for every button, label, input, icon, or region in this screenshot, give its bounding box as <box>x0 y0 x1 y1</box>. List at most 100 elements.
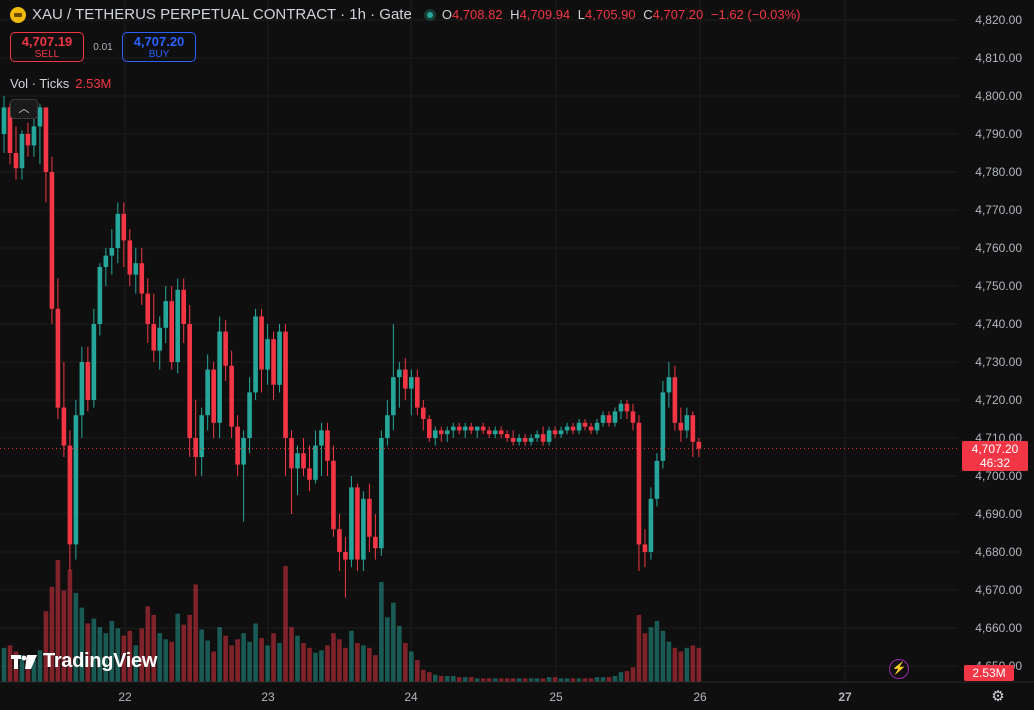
symbol-title[interactable]: XAU / TETHERUS PERPETUAL CONTRACT · 1h ·… <box>32 6 412 23</box>
candle-body[interactable] <box>546 430 552 442</box>
candle-body[interactable] <box>510 438 516 442</box>
candle-body[interactable] <box>187 324 192 438</box>
candle-body[interactable] <box>379 438 384 549</box>
candle-body[interactable] <box>1 107 7 134</box>
candle-body[interactable] <box>265 339 270 370</box>
sell-button[interactable]: 4,707.19 SELL <box>10 32 84 62</box>
candle-body[interactable] <box>558 430 564 435</box>
candle-body[interactable] <box>151 324 157 351</box>
candle-body[interactable] <box>253 316 258 393</box>
candle-body[interactable] <box>540 434 546 442</box>
candle-body[interactable] <box>450 426 456 431</box>
candle-body[interactable] <box>373 536 378 549</box>
candle-body[interactable] <box>612 411 618 423</box>
candle-body[interactable] <box>109 248 115 256</box>
candle-body[interactable] <box>678 422 684 431</box>
candle-body[interactable] <box>115 213 121 248</box>
candle-body[interactable] <box>552 430 558 435</box>
candle-body[interactable] <box>564 426 570 431</box>
candle-body[interactable] <box>385 415 390 438</box>
candle-body[interactable] <box>486 430 492 435</box>
candle-body[interactable] <box>409 377 414 389</box>
candle-body[interactable] <box>259 316 264 370</box>
candle-body[interactable] <box>283 331 288 438</box>
candle-body[interactable] <box>103 255 109 267</box>
candle-body[interactable] <box>498 430 504 435</box>
candle-body[interactable] <box>648 498 654 552</box>
candle-body[interactable] <box>480 426 486 431</box>
candle-body[interactable] <box>415 377 420 408</box>
candle-body[interactable] <box>444 430 450 435</box>
collapse-legend-button[interactable]: ︿ <box>10 99 38 119</box>
candle-body[interactable] <box>271 339 276 385</box>
candle-body[interactable] <box>235 426 240 465</box>
candle-body[interactable] <box>7 107 13 153</box>
candle-body[interactable] <box>426 419 432 438</box>
candle-body[interactable] <box>504 434 510 438</box>
candle-body[interactable] <box>145 293 151 324</box>
candle-body[interactable] <box>660 392 666 461</box>
candle-body[interactable] <box>600 415 606 423</box>
candle-body[interactable] <box>217 331 222 423</box>
candle-body[interactable] <box>331 460 336 530</box>
candle-body[interactable] <box>223 331 228 366</box>
candle-body[interactable] <box>516 438 522 442</box>
candle-body[interactable] <box>175 289 181 362</box>
candle-body[interactable] <box>624 403 630 412</box>
candle-body[interactable] <box>199 415 204 457</box>
tradingview-logo[interactable]: TradingView <box>11 650 157 673</box>
candle-body[interactable] <box>403 369 408 389</box>
candle-body[interactable] <box>127 240 133 275</box>
candle-body[interactable] <box>391 377 396 416</box>
candle-body[interactable] <box>325 430 330 461</box>
candle-body[interactable] <box>313 445 318 480</box>
candle-body[interactable] <box>13 153 19 169</box>
candle-body[interactable] <box>169 301 175 362</box>
candle-body[interactable] <box>25 134 31 146</box>
candle-body[interactable] <box>31 126 37 146</box>
candle-body[interactable] <box>241 438 246 465</box>
candle-body[interactable] <box>636 422 642 545</box>
volume-legend[interactable]: Vol · Ticks 2.53M <box>10 76 111 91</box>
candle-body[interactable] <box>690 415 696 442</box>
candle-body[interactable] <box>684 415 690 431</box>
candle-body[interactable] <box>576 422 582 431</box>
market-status-icon[interactable] <box>423 8 436 21</box>
buy-button[interactable]: 4,707.20 BUY <box>122 32 196 62</box>
lightning-icon[interactable]: ⚡ <box>889 659 909 679</box>
candle-body[interactable] <box>37 107 43 127</box>
candle-body[interactable] <box>355 487 360 560</box>
candle-body[interactable] <box>43 107 49 172</box>
candle-body[interactable] <box>337 529 342 552</box>
candle-body[interactable] <box>642 544 648 552</box>
candle-body[interactable] <box>528 438 534 442</box>
candle-body[interactable] <box>139 263 145 294</box>
candle-body[interactable] <box>121 213 127 241</box>
candle-body[interactable] <box>85 362 91 400</box>
candle-body[interactable] <box>468 426 474 431</box>
candle-body[interactable] <box>421 407 426 419</box>
candle-body[interactable] <box>205 369 210 416</box>
candle-body[interactable] <box>343 552 348 560</box>
candle-body[interactable] <box>654 460 660 499</box>
candle-body[interactable] <box>462 426 468 431</box>
candle-body[interactable] <box>570 426 576 431</box>
candle-body[interactable] <box>492 430 498 435</box>
candle-body[interactable] <box>79 362 85 416</box>
candle-body[interactable] <box>163 301 169 328</box>
candle-body[interactable] <box>432 430 438 438</box>
candle-body[interactable] <box>301 453 306 469</box>
candle-body[interactable] <box>630 411 636 423</box>
candle-body[interactable] <box>97 267 103 324</box>
candle-body[interactable] <box>361 498 366 560</box>
candle-body[interactable] <box>289 438 294 469</box>
candle-body[interactable] <box>67 445 73 545</box>
candle-body[interactable] <box>594 422 600 431</box>
candle-body[interactable] <box>474 426 480 431</box>
candle-body[interactable] <box>534 434 540 438</box>
candle-body[interactable] <box>606 415 612 423</box>
candle-body[interactable] <box>696 441 702 449</box>
candle-body[interactable] <box>55 308 61 408</box>
candle-body[interactable] <box>349 487 354 560</box>
